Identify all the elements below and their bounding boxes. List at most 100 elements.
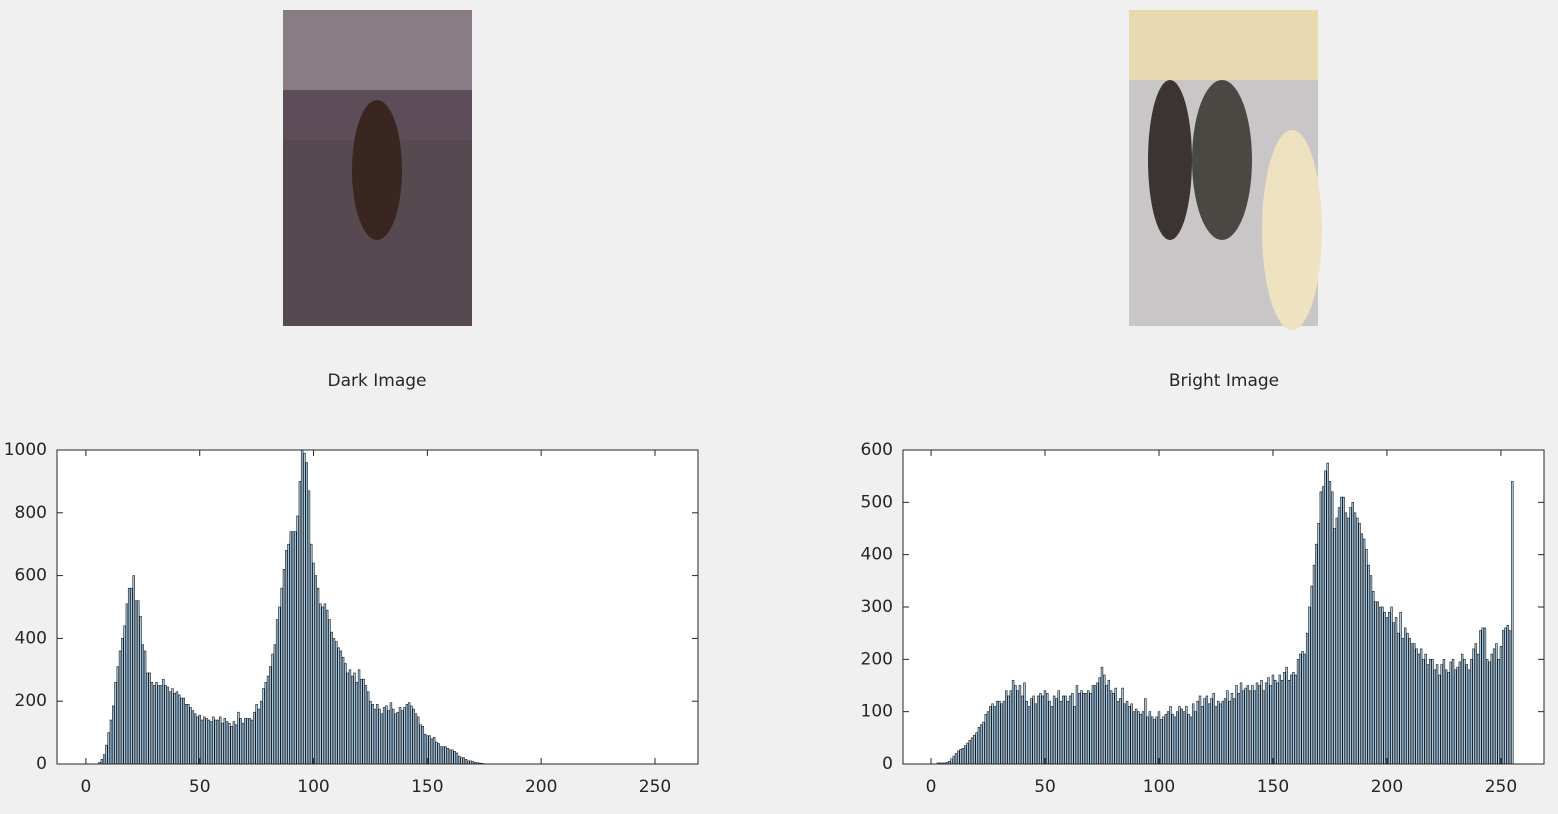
bar — [173, 693, 176, 765]
bar — [132, 575, 135, 765]
bar — [200, 719, 204, 765]
bar — [1064, 695, 1067, 765]
bar — [455, 752, 459, 765]
bar — [1431, 659, 1434, 765]
bar — [328, 619, 331, 765]
bar — [1499, 645, 1503, 765]
bar — [1260, 679, 1263, 765]
bar — [1422, 659, 1425, 765]
bar — [1080, 690, 1083, 765]
bar — [412, 708, 415, 765]
bar — [1057, 690, 1060, 765]
bar — [1025, 700, 1028, 765]
bar — [1255, 682, 1259, 765]
bar — [1358, 522, 1361, 765]
bar — [319, 603, 322, 765]
bar — [1296, 659, 1300, 765]
bar — [1219, 703, 1222, 765]
bar — [1308, 606, 1311, 765]
bar — [1018, 685, 1022, 765]
bar — [175, 691, 179, 765]
bar — [993, 706, 997, 765]
bar — [991, 703, 994, 765]
bar — [1351, 502, 1354, 765]
bar — [362, 678, 365, 765]
bar — [396, 711, 399, 765]
bar — [325, 609, 329, 765]
bar — [1454, 669, 1457, 765]
bar — [1134, 708, 1138, 765]
bar — [1283, 672, 1286, 765]
bar — [1378, 606, 1382, 765]
bar — [1150, 716, 1154, 765]
bar — [414, 713, 418, 765]
image-person — [1192, 80, 1252, 240]
bar — [1214, 706, 1218, 765]
bar — [228, 722, 231, 765]
bar — [332, 638, 336, 765]
bar — [1082, 693, 1085, 765]
bar — [1132, 711, 1136, 765]
image-building — [1129, 10, 1318, 80]
bar — [376, 704, 379, 765]
bright-image — [1129, 10, 1322, 330]
bar — [1444, 669, 1448, 765]
bar — [1335, 517, 1339, 765]
bar — [1171, 713, 1174, 765]
bar — [1495, 643, 1498, 765]
bar — [1326, 462, 1329, 765]
bar — [300, 449, 304, 765]
bar — [1153, 719, 1156, 765]
bar — [303, 452, 306, 765]
bar — [112, 705, 115, 765]
bar — [1034, 703, 1038, 765]
bar — [321, 606, 324, 765]
bar — [216, 719, 220, 765]
bar — [1189, 716, 1193, 765]
bar — [1280, 679, 1284, 765]
bar — [289, 531, 292, 765]
bar — [448, 749, 452, 765]
bar — [189, 707, 192, 765]
bar — [1360, 533, 1364, 765]
bar — [1146, 716, 1149, 765]
x-tick-label: 50 — [189, 777, 211, 797]
bar — [102, 754, 106, 765]
bar — [1226, 690, 1229, 765]
bar — [405, 704, 409, 765]
bar — [1155, 716, 1158, 765]
bar — [184, 704, 188, 765]
bar — [1508, 630, 1512, 765]
bar — [1112, 693, 1115, 765]
bar — [446, 747, 450, 765]
bar — [403, 707, 406, 765]
bar — [1173, 716, 1177, 765]
bar — [193, 713, 197, 765]
bar — [1201, 706, 1204, 765]
bar — [148, 672, 151, 765]
bar — [1032, 695, 1035, 765]
bar — [389, 702, 393, 765]
bar — [1426, 664, 1430, 765]
bar — [385, 705, 388, 765]
bar — [191, 710, 195, 765]
x-tick-label: 150 — [1257, 777, 1289, 797]
bar — [205, 718, 208, 765]
y-tick-label: 1000 — [4, 440, 47, 460]
bar — [1433, 669, 1437, 765]
bar — [1303, 653, 1307, 765]
bar — [1333, 528, 1336, 765]
y-tick-label: 200 — [861, 649, 893, 669]
bar — [1269, 685, 1272, 765]
bar — [1415, 648, 1418, 765]
bar — [394, 713, 397, 765]
bar — [237, 711, 240, 765]
bar — [1239, 682, 1243, 765]
bar — [1100, 666, 1104, 765]
bar — [273, 644, 277, 765]
bar — [137, 600, 140, 765]
bar — [1271, 674, 1275, 765]
bar — [109, 719, 113, 765]
bar — [1385, 617, 1389, 765]
